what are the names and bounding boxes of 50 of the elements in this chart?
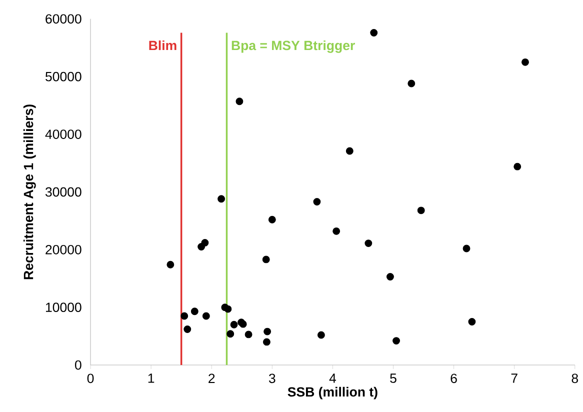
y-tick-label: 40000 [45,130,82,140]
point [180,312,188,320]
point [370,29,378,37]
point [244,330,252,338]
x-tick-label: 8 [572,374,578,384]
point [417,206,425,214]
point [198,243,206,251]
point [262,338,270,346]
x-tick-label: 1 [148,374,154,383]
point [313,198,321,206]
point [166,261,174,268]
point [190,308,198,316]
y-tick-label: 0 [74,360,82,370]
point [346,147,354,155]
point [522,58,529,66]
y-tick-label: 50000 [46,72,82,82]
x-tick-label: 4 [329,374,336,383]
y-tick-label: 30000 [45,187,82,197]
x-tick-label: 5 [390,374,396,384]
point [230,321,238,328]
x-axis-title: SSB (million t) [288,386,378,400]
point [514,162,522,170]
point [264,328,272,336]
point [386,273,394,281]
ref-line-label: Bpa = MSY Btrigger [232,40,355,53]
point [218,195,226,203]
x-tick-label: 0 [87,374,94,384]
point [202,312,210,320]
point [236,98,244,106]
point [392,337,400,345]
point [408,80,416,88]
point [332,228,340,236]
ref-line-label: Blim [149,40,176,50]
x-tick-label: 7 [511,374,518,383]
point [262,256,270,264]
point [184,326,192,334]
point [226,330,234,338]
y-tick-label: 60000 [46,14,82,24]
x-tick-label: 3 [268,374,276,384]
y-tick-label: 10000 [46,302,82,312]
point [268,216,276,224]
point [224,305,232,313]
x-tick-label: 6 [450,374,457,384]
point [364,240,372,248]
point [317,331,325,339]
x-tick-label: 2 [208,374,215,384]
point [468,318,476,326]
y-axis-title: Recruitment Age 1 (milliers) [23,104,36,280]
point [462,244,470,252]
y-tick-label: 20000 [46,245,82,254]
